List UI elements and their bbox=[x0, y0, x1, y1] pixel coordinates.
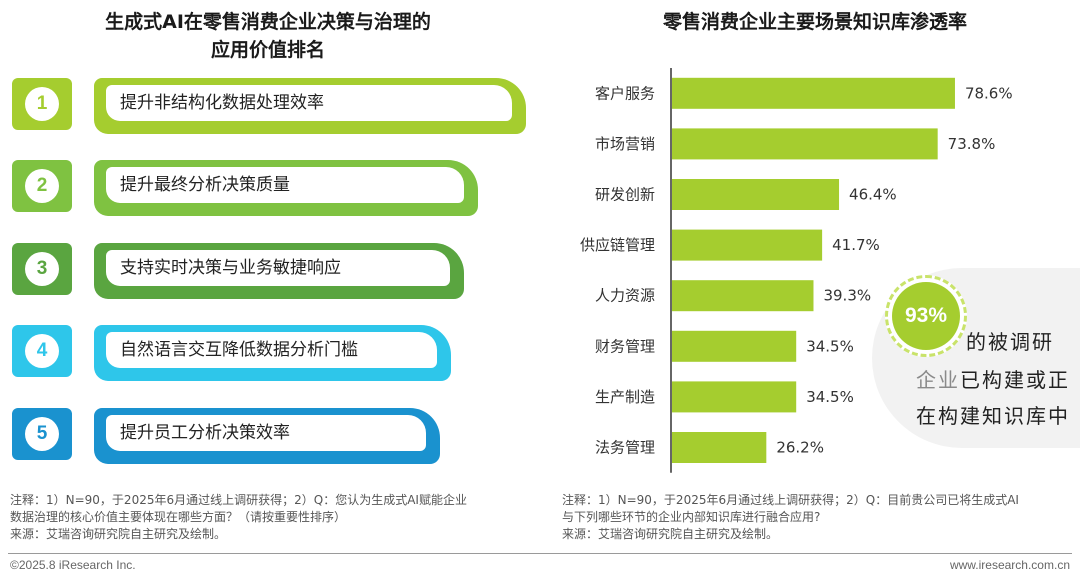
left-title-line1: 生成式AI在零售消费企业决策与治理的 bbox=[105, 11, 431, 33]
footer-divider bbox=[8, 553, 1072, 554]
rank-number-4: 4 bbox=[25, 334, 59, 368]
value-label: 34.5% bbox=[806, 388, 854, 406]
left-title-line2: 应用价值排名 bbox=[210, 39, 325, 61]
rank-number-3: 3 bbox=[25, 252, 59, 286]
bar bbox=[672, 128, 938, 160]
bar bbox=[672, 381, 797, 413]
rank-number-5: 5 bbox=[25, 417, 59, 451]
rank-badge-2: 2 bbox=[12, 160, 72, 212]
value-label: 46.4% bbox=[849, 186, 897, 204]
bar bbox=[672, 280, 814, 312]
rank-label-4: 自然语言交互降低数据分析门槛 bbox=[120, 340, 358, 360]
value-label: 39.3% bbox=[823, 287, 871, 305]
bar bbox=[672, 229, 823, 261]
category-label: 法务管理 bbox=[595, 439, 655, 457]
right-chart-title: 零售消费企业主要场景知识库渗透率 bbox=[662, 11, 967, 33]
category-label: 财务管理 bbox=[595, 337, 655, 355]
left-note-line2: 数据治理的核心价值主要体现在哪些方面？（请按重要性排序） bbox=[10, 510, 347, 524]
value-label: 73.8% bbox=[948, 135, 996, 153]
value-label: 26.2% bbox=[776, 439, 824, 457]
rank-badge-4: 4 bbox=[12, 325, 72, 377]
callout-line2-light: 企业 bbox=[916, 368, 960, 392]
rank-number-2: 2 bbox=[25, 169, 59, 203]
right-note-line1: 注释：1）N=90，于2025年6月通过线上调研获得；2）Q：目前贵公司已将生成… bbox=[562, 493, 1019, 507]
rank-badge-3: 3 bbox=[12, 243, 72, 295]
category-label: 市场营销 bbox=[595, 135, 655, 153]
right-note: 注释：1）N=90，于2025年6月通过线上调研获得；2）Q：目前贵公司已将生成… bbox=[562, 492, 1019, 543]
rank-badge-1: 1 bbox=[12, 78, 72, 130]
rank-bar-3: 支持实时决策与业务敏捷响应 bbox=[94, 243, 464, 299]
footer-url[interactable]: www.iresearch.com.cn bbox=[949, 558, 1070, 572]
rank-bar-4: 自然语言交互降低数据分析门槛 bbox=[94, 325, 451, 381]
value-label: 78.6% bbox=[965, 84, 1013, 102]
rank-label-2: 提升最终分析决策质量 bbox=[120, 175, 290, 195]
callout-line2-dark: 已构建或正 bbox=[960, 368, 1070, 392]
rank-label-1: 提升非结构化数据处理效率 bbox=[120, 93, 324, 113]
left-note: 注释：1）N=90，于2025年6月通过线上调研获得；2）Q：您认为生成式AI赋… bbox=[10, 492, 467, 543]
footer-copyright: ©2025.8 iResearch Inc. bbox=[10, 558, 136, 572]
left-chart-title: 生成式AI在零售消费企业决策与治理的 应用价值排名 bbox=[8, 8, 528, 64]
bar bbox=[672, 432, 767, 463]
rank-badge-5: 5 bbox=[12, 408, 72, 460]
right-note-line2: 与下列哪些环节的企业内部知识库进行融合应用? bbox=[562, 510, 821, 524]
bar bbox=[672, 77, 955, 109]
bar bbox=[672, 179, 840, 210]
category-label: 客户服务 bbox=[595, 84, 655, 102]
value-label: 41.7% bbox=[832, 236, 880, 254]
right-note-line3: 来源：艾瑞咨询研究院自主研究及绘制。 bbox=[562, 527, 779, 541]
callout-percentage: 93% bbox=[892, 282, 960, 350]
category-label: 研发创新 bbox=[595, 186, 655, 204]
rank-label-5: 提升员工分析决策效率 bbox=[120, 423, 290, 443]
rank-bar-1: 提升非结构化数据处理效率 bbox=[94, 78, 526, 134]
bar bbox=[672, 330, 797, 362]
category-label: 供应链管理 bbox=[580, 236, 655, 254]
callout-line3: 在构建知识库中 bbox=[916, 404, 1070, 428]
left-note-line3: 来源：艾瑞咨询研究院自主研究及绘制。 bbox=[10, 527, 227, 541]
rank-bar-2: 提升最终分析决策质量 bbox=[94, 160, 478, 216]
rank-label-3: 支持实时决策与业务敏捷响应 bbox=[120, 258, 341, 278]
callout-line1: 的被调研 bbox=[966, 330, 1054, 354]
rank-bar-5: 提升员工分析决策效率 bbox=[94, 408, 440, 464]
callout-line2: 企业已构建或正 bbox=[916, 364, 1070, 393]
value-label: 34.5% bbox=[806, 337, 854, 355]
category-label: 人力资源 bbox=[595, 287, 655, 305]
left-note-line1: 注释：1）N=90，于2025年6月通过线上调研获得；2）Q：您认为生成式AI赋… bbox=[10, 493, 467, 507]
rank-number-1: 1 bbox=[25, 87, 59, 121]
penetration-bar-chart: 客户服务 78.6% 市场营销 73.8% 研发创新 46.4% 供应链管理 41.7% 人力资… bbox=[580, 68, 1013, 473]
category-label: 生产制造 bbox=[595, 388, 655, 406]
